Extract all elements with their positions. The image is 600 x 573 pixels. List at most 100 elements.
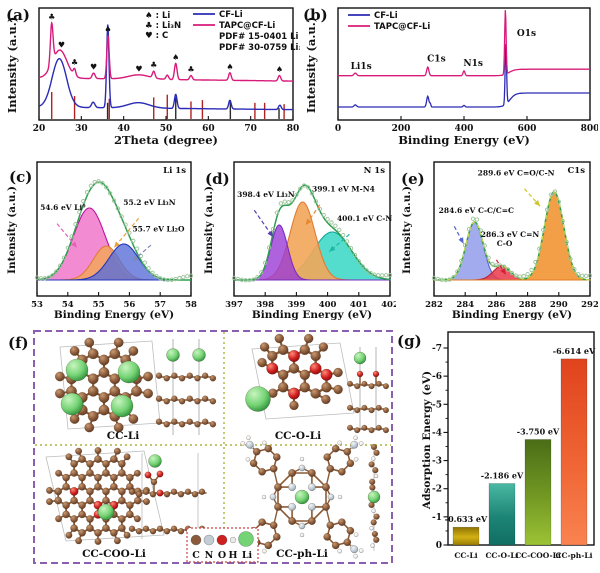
peak-marker: ♣ <box>187 65 194 74</box>
data-point <box>61 255 67 260</box>
y-tick-label: -2 <box>432 485 442 495</box>
data-point <box>111 198 117 203</box>
x-tick-label: 400 <box>455 124 474 134</box>
data-point <box>108 191 113 196</box>
peak-marker: ♣ <box>48 13 55 22</box>
data-point <box>502 264 507 269</box>
data-point <box>92 179 97 185</box>
y-tick-label: -3 <box>432 457 442 467</box>
data-point <box>505 267 511 272</box>
data-point <box>282 199 287 204</box>
data-point <box>65 245 70 251</box>
panel-g-adsorption-bar-chart: Adsorption Energy (eV) 0 -1 -2 -3 -4 -5 -6 -7 -0… <box>421 331 596 560</box>
atom-legend-n-icon <box>203 534 215 546</box>
data-point <box>376 273 381 278</box>
data-point <box>73 222 78 227</box>
data-point <box>142 260 147 265</box>
annotation-arrow <box>524 188 541 207</box>
data-point <box>548 192 554 197</box>
data-point <box>278 201 283 206</box>
data-point <box>169 277 174 282</box>
data-point <box>537 246 542 251</box>
peak-marker: ♠ <box>226 62 233 71</box>
data-point <box>564 239 569 245</box>
data-point <box>486 255 491 260</box>
data-point <box>439 277 444 282</box>
legend-series-label: CF-Li <box>219 10 243 20</box>
data-point <box>529 267 534 273</box>
panel-letter-a: (a) <box>6 6 30 24</box>
structure-label-cc-li: CC-Li <box>107 430 139 442</box>
data-point <box>84 190 90 195</box>
data-point <box>443 277 448 283</box>
legend-series-label: TAPC@CF-Li <box>219 21 275 31</box>
data-point <box>259 270 264 275</box>
data-point <box>243 278 248 283</box>
data-point <box>81 199 86 204</box>
panel-letter-b: (b) <box>303 6 328 24</box>
data-point <box>372 272 377 277</box>
data-point <box>580 273 585 278</box>
atom-legend-n-label: N <box>205 550 214 561</box>
peak-label-N1s: N1s <box>463 59 483 69</box>
panel-g-ylabel: Adsorption Energy (eV) <box>421 371 433 510</box>
data-point <box>119 214 124 219</box>
data-point <box>290 198 295 203</box>
bar-value-label: -6.614 eV <box>553 346 596 356</box>
peak-marker: ♥ <box>135 64 142 73</box>
bar-category-label: CC-Li <box>454 551 477 560</box>
peak-marker: ♠ <box>276 65 283 74</box>
panel-letter-d: (d) <box>205 170 230 188</box>
data-point <box>57 263 63 268</box>
bar-category-label: CC-COO-Li <box>515 551 561 560</box>
data-point <box>173 276 178 282</box>
x-tick-label: 290 <box>550 300 568 310</box>
data-point <box>447 277 452 282</box>
panel-a-ylabel: Intensity (a.u.) <box>5 17 19 113</box>
legend-series-label: CF-Li <box>374 11 398 21</box>
legend-symbol: ♠ : Li <box>145 11 170 21</box>
annotation-text: 55.2 eV Li₃N <box>123 198 175 207</box>
atom-legend-c-label: C <box>192 550 200 561</box>
annotation-text: 55.7 eV Li₂O <box>132 225 184 234</box>
bar-CC-O-Li <box>488 483 516 546</box>
data-point <box>150 270 155 275</box>
annotation-text: 289.6 eV C=O/C-N <box>478 168 555 177</box>
data-point <box>478 228 483 233</box>
x-tick-label: 288 <box>519 300 537 310</box>
data-point <box>88 183 94 188</box>
peak-label-O1s: O1s <box>517 29 536 39</box>
data-point <box>513 273 519 278</box>
data-point <box>533 259 538 265</box>
x-tick-label: 398 <box>256 300 274 310</box>
annotation-text: C-O <box>497 239 513 248</box>
bar-category-label: CC-O-Li <box>485 551 518 560</box>
legend-ref-label: PDF# 30-0759 Li₃N <box>219 43 300 53</box>
data-point <box>231 275 237 281</box>
peak-marker: ♥ <box>90 63 97 72</box>
panel-e-c1s-chart: Intensity (a.u.) Binding Energy (eV) 282… <box>401 161 598 320</box>
x-tick-label: 200 <box>392 124 411 134</box>
bar-value-label: -3.750 eV <box>517 426 560 436</box>
data-point <box>552 189 558 194</box>
x-tick-label: 600 <box>518 124 537 134</box>
data-point <box>364 268 369 273</box>
panel-letter-c: (c) <box>9 168 33 186</box>
data-point <box>560 218 565 224</box>
annotation-text: 399.1 eV M-N4 <box>312 184 375 193</box>
x-tick-label: 402 <box>381 300 396 310</box>
legend-ref-label: PDF# 15-0401 Li <box>219 32 299 42</box>
data-point <box>146 266 151 271</box>
panel-f-molecules <box>45 333 390 559</box>
y-tick-label: -5 <box>432 400 442 410</box>
bar-CC-Li <box>452 526 480 546</box>
x-tick-label: 292 <box>581 300 598 310</box>
data-point <box>337 227 342 232</box>
legend-symbol: ♣ : Li₃N <box>145 21 181 31</box>
data-point <box>525 272 530 277</box>
data-point <box>255 275 260 280</box>
data-point <box>184 274 190 279</box>
data-point <box>115 206 121 211</box>
x-tick-label: 54 <box>62 300 74 310</box>
